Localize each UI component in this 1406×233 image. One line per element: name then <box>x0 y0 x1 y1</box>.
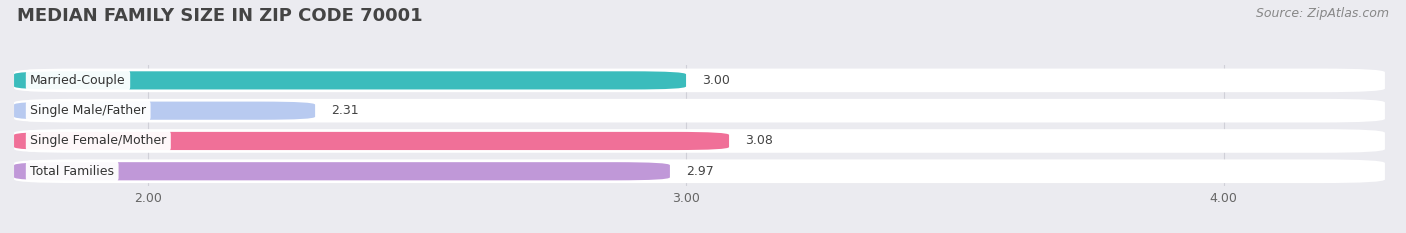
Text: 3.00: 3.00 <box>702 74 730 87</box>
FancyBboxPatch shape <box>14 71 686 89</box>
Text: 2.31: 2.31 <box>332 104 359 117</box>
FancyBboxPatch shape <box>14 102 315 120</box>
FancyBboxPatch shape <box>14 132 730 150</box>
Text: Total Families: Total Families <box>30 165 114 178</box>
Text: MEDIAN FAMILY SIZE IN ZIP CODE 70001: MEDIAN FAMILY SIZE IN ZIP CODE 70001 <box>17 7 422 25</box>
FancyBboxPatch shape <box>14 162 669 180</box>
Text: Single Female/Mother: Single Female/Mother <box>30 134 166 147</box>
Text: Source: ZipAtlas.com: Source: ZipAtlas.com <box>1256 7 1389 20</box>
FancyBboxPatch shape <box>14 129 1385 153</box>
Text: Married-Couple: Married-Couple <box>30 74 125 87</box>
FancyBboxPatch shape <box>14 159 1385 183</box>
FancyBboxPatch shape <box>14 99 1385 123</box>
Text: Single Male/Father: Single Male/Father <box>30 104 146 117</box>
Text: 2.97: 2.97 <box>686 165 714 178</box>
Text: 3.08: 3.08 <box>745 134 773 147</box>
FancyBboxPatch shape <box>14 69 1385 92</box>
